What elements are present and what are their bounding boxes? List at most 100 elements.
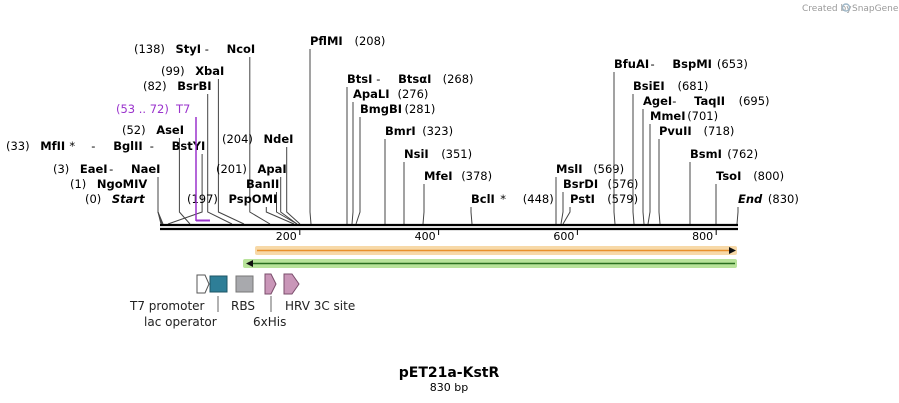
enzyme-position: (204) bbox=[222, 132, 253, 146]
enzyme-name: - bbox=[91, 139, 95, 153]
enzyme-name: BspMI bbox=[672, 57, 712, 71]
enzyme-name: AgeI bbox=[643, 94, 672, 108]
enzyme-position: (830) bbox=[768, 192, 799, 206]
ruler-tick-label: 800 bbox=[692, 230, 713, 243]
restriction-site: (82) BsrBI bbox=[143, 79, 233, 225]
enzyme-stem bbox=[613, 72, 616, 225]
enzyme-stem bbox=[422, 184, 425, 225]
enzyme-stem bbox=[632, 94, 635, 225]
restriction-site: BsiEI (681) bbox=[632, 79, 709, 225]
enzyme-name: Start bbox=[112, 192, 145, 206]
enzyme-name: BstYI bbox=[172, 139, 206, 153]
enzyme-name: - bbox=[651, 57, 655, 71]
enzyme-name: - bbox=[109, 162, 113, 176]
t7-primer: (53 .. 72) T7 bbox=[116, 102, 210, 222]
enzyme-name: XbaI bbox=[195, 64, 224, 78]
enzyme-position: (52) bbox=[122, 123, 146, 137]
enzyme-position: (268) bbox=[443, 72, 474, 86]
restriction-site: AgeI - TaqII (695) bbox=[642, 94, 770, 225]
orf-forward bbox=[255, 246, 737, 255]
enzyme-stem bbox=[249, 57, 271, 225]
enzyme-position: (82) bbox=[143, 79, 167, 93]
enzyme-position: (99) bbox=[161, 64, 185, 78]
restriction-site: PvuII (718) bbox=[658, 124, 735, 225]
promoter-arrow-icon bbox=[196, 274, 210, 294]
enzyme-stem bbox=[157, 207, 162, 225]
enzyme-position: (653) bbox=[717, 57, 748, 71]
enzyme-name: MslI bbox=[556, 162, 583, 176]
enzyme-name: MmeI bbox=[650, 109, 686, 123]
enzyme-name: StyI bbox=[176, 42, 202, 56]
restriction-site: (99) XbaI bbox=[161, 64, 245, 225]
enzyme-name: * bbox=[500, 192, 506, 206]
orf-reverse bbox=[243, 259, 737, 268]
enzyme-position: (276) bbox=[398, 87, 429, 101]
enzyme-position: (695) bbox=[739, 94, 770, 108]
ruler: 200 400 600 800 bbox=[276, 229, 717, 243]
restriction-site: (0) Start bbox=[85, 192, 162, 225]
map-title: pET21a-KstR bbox=[399, 365, 500, 381]
enzyme-name: - bbox=[150, 139, 154, 153]
ruler-tick-label: 400 bbox=[415, 230, 436, 243]
enzyme-position: (569) bbox=[593, 162, 624, 176]
map-length: 830 bp bbox=[430, 381, 468, 394]
enzyme-name: TaqII bbox=[694, 94, 725, 108]
restriction-site: (197) PspOMI bbox=[187, 192, 295, 225]
enzyme-name: - bbox=[205, 42, 209, 56]
enzyme-stem bbox=[280, 177, 298, 225]
enzyme-stem bbox=[276, 192, 298, 225]
enzyme-position: (378) bbox=[461, 169, 492, 183]
enzyme-stem bbox=[658, 139, 661, 225]
restriction-site: (201) ApaI bbox=[216, 162, 298, 225]
enzyme-position: (33) bbox=[6, 139, 30, 153]
restriction-site: BtsI - BtsαI (268) bbox=[346, 72, 474, 224]
restriction-site: TsoI (800) bbox=[715, 169, 784, 224]
enzyme-name: TsoI bbox=[716, 169, 741, 183]
enzyme-position: (718) bbox=[704, 124, 735, 138]
restriction-site: (33) MfII * - BglII - BstYI bbox=[6, 139, 206, 225]
enzyme-name: PvuII bbox=[659, 124, 692, 138]
feature-label-his-tag: 6xHis bbox=[253, 315, 286, 329]
enzyme-name: BtsI bbox=[347, 72, 372, 86]
restriction-site: BanII bbox=[246, 177, 298, 225]
feature-label-hrv-3c: HRV 3C site bbox=[285, 299, 355, 313]
enzyme-name: BfuAI bbox=[614, 57, 649, 71]
enzyme-stem bbox=[355, 117, 361, 225]
restriction-site: (52) AseI bbox=[122, 123, 191, 225]
enzyme-stem bbox=[178, 138, 191, 225]
enzyme-name: NcoI bbox=[227, 42, 256, 56]
enzyme-position: (762) bbox=[727, 147, 758, 161]
enzyme-stem bbox=[647, 124, 651, 225]
snapgene-logo-icon bbox=[841, 3, 851, 12]
sequence-backbone bbox=[160, 223, 738, 231]
enzyme-stem bbox=[309, 49, 312, 225]
enzyme-name: PspOMI bbox=[229, 192, 278, 206]
enzyme-position: (579) bbox=[607, 192, 638, 206]
restriction-site: BsmI (762) bbox=[689, 147, 758, 224]
enzyme-name: * bbox=[69, 139, 75, 153]
enzyme-name: BclI bbox=[471, 192, 495, 206]
enzyme-stem bbox=[562, 207, 571, 225]
enzyme-position: (448) bbox=[523, 192, 554, 206]
brand-text: SnapGene bbox=[852, 4, 899, 14]
enzyme-name: ApaI bbox=[258, 162, 287, 176]
enzyme-name: BsrDI bbox=[563, 177, 598, 191]
enzyme-name: ApaLI bbox=[353, 87, 390, 101]
feature-legend: T7 promoter lac operator RBS 6xHis HRV 3… bbox=[129, 273, 355, 329]
enzyme-position: (208) bbox=[355, 34, 386, 48]
enzyme-name: EaeI bbox=[80, 162, 108, 176]
restriction-site: NsiI (351) bbox=[403, 147, 472, 224]
restriction-site: (3) EaeI - NaeI bbox=[53, 162, 164, 225]
enzyme-position: (681) bbox=[678, 79, 709, 93]
enzyme-name: NsiI bbox=[404, 147, 429, 161]
restriction-site: ApaLI (276) bbox=[351, 87, 429, 225]
enzyme-position: (351) bbox=[441, 147, 472, 161]
restriction-site: End (830) bbox=[736, 192, 799, 225]
restriction-site: (204) NdeI bbox=[222, 132, 301, 225]
enzyme-stem bbox=[470, 207, 473, 225]
credit-text: Created by bbox=[802, 4, 852, 14]
enzyme-name: BtsαI bbox=[398, 72, 431, 86]
restriction-sites: (138) StyI - NcoI PflMI (208) (99) XbaI (82) Bs… bbox=[6, 34, 799, 225]
restriction-site: PflMI (208) bbox=[309, 34, 386, 225]
